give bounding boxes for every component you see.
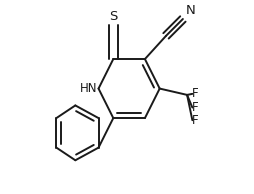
- Text: F: F: [192, 114, 199, 127]
- Text: S: S: [109, 10, 118, 23]
- Text: F: F: [192, 87, 199, 100]
- Text: HN: HN: [80, 82, 98, 95]
- Text: N: N: [186, 4, 196, 17]
- Text: F: F: [192, 101, 199, 114]
